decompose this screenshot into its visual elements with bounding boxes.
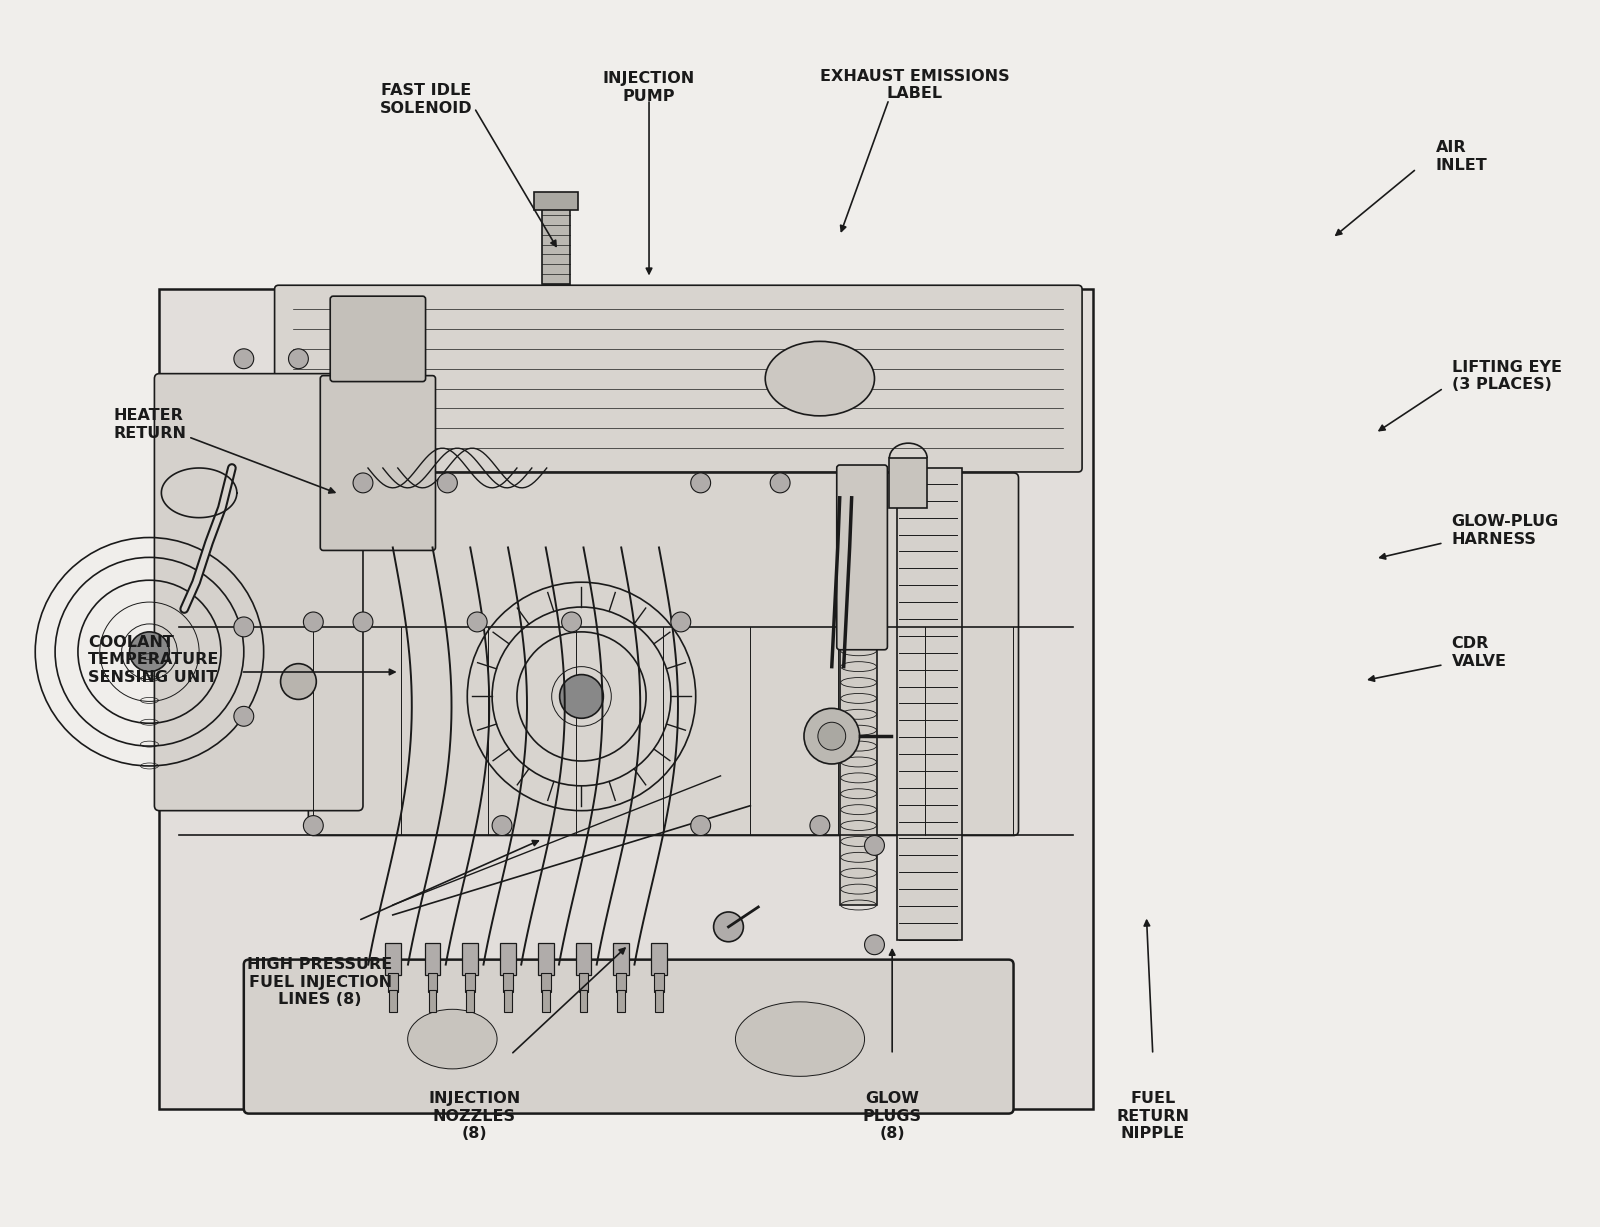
- Bar: [616, 973, 626, 993]
- Circle shape: [354, 612, 373, 632]
- Text: LIFTING EYE
(3 PLACES): LIFTING EYE (3 PLACES): [1451, 360, 1562, 393]
- Circle shape: [437, 472, 458, 493]
- Ellipse shape: [736, 1001, 864, 1076]
- Bar: [504, 990, 512, 1012]
- Ellipse shape: [408, 1010, 498, 1069]
- Bar: [651, 942, 667, 974]
- Text: CDR
VALVE: CDR VALVE: [1451, 637, 1507, 669]
- Bar: [613, 942, 629, 974]
- Circle shape: [818, 723, 846, 750]
- Circle shape: [670, 612, 691, 632]
- Bar: [389, 990, 397, 1012]
- Circle shape: [288, 348, 309, 368]
- Text: HIGH PRESSURE
FUEL INJECTION
LINES (8): HIGH PRESSURE FUEL INJECTION LINES (8): [248, 957, 392, 1007]
- Circle shape: [354, 472, 373, 493]
- Circle shape: [234, 348, 254, 368]
- Bar: [387, 973, 398, 993]
- Bar: [618, 990, 626, 1012]
- Text: FAST IDLE
SOLENOID: FAST IDLE SOLENOID: [381, 83, 474, 115]
- Circle shape: [304, 816, 323, 836]
- Circle shape: [803, 708, 859, 764]
- FancyBboxPatch shape: [320, 375, 435, 551]
- Text: COOLANT
TEMPERATURE
SENSING UNIT: COOLANT TEMPERATURE SENSING UNIT: [88, 634, 219, 685]
- Bar: [579, 973, 589, 993]
- Bar: [576, 942, 592, 974]
- FancyBboxPatch shape: [275, 285, 1082, 472]
- Circle shape: [691, 472, 710, 493]
- Circle shape: [810, 816, 830, 836]
- Bar: [579, 990, 587, 1012]
- Bar: [890, 458, 926, 508]
- Bar: [386, 942, 400, 974]
- Text: INJECTION
NOZZLES
(8): INJECTION NOZZLES (8): [429, 1091, 520, 1141]
- Text: EXHAUST EMISSIONS
LABEL: EXHAUST EMISSIONS LABEL: [819, 69, 1010, 101]
- Bar: [541, 973, 550, 993]
- Bar: [654, 990, 662, 1012]
- Circle shape: [304, 612, 323, 632]
- Bar: [424, 942, 440, 974]
- Circle shape: [864, 935, 885, 955]
- Text: INJECTION
PUMP: INJECTION PUMP: [603, 71, 694, 103]
- Ellipse shape: [765, 341, 875, 416]
- Bar: [427, 973, 437, 993]
- Circle shape: [864, 836, 885, 855]
- Text: GLOW
PLUGS
(8): GLOW PLUGS (8): [862, 1091, 922, 1141]
- Text: AIR
INLET: AIR INLET: [1435, 140, 1488, 173]
- Bar: [840, 498, 877, 906]
- Text: FUEL
RETURN
NIPPLE: FUEL RETURN NIPPLE: [1117, 1091, 1189, 1141]
- Circle shape: [234, 617, 254, 637]
- Circle shape: [691, 816, 710, 836]
- Bar: [898, 467, 962, 940]
- Circle shape: [560, 675, 603, 718]
- Bar: [502, 973, 514, 993]
- Circle shape: [130, 632, 170, 671]
- Circle shape: [234, 707, 254, 726]
- Circle shape: [562, 612, 581, 632]
- FancyBboxPatch shape: [837, 465, 888, 650]
- FancyBboxPatch shape: [330, 296, 426, 382]
- Circle shape: [280, 664, 317, 699]
- Polygon shape: [160, 290, 1093, 1109]
- FancyBboxPatch shape: [243, 960, 1013, 1114]
- Bar: [534, 191, 578, 210]
- Circle shape: [714, 912, 744, 942]
- Bar: [466, 990, 474, 1012]
- Bar: [538, 942, 554, 974]
- Bar: [429, 990, 437, 1012]
- Circle shape: [467, 612, 486, 632]
- Bar: [462, 942, 478, 974]
- Bar: [542, 205, 570, 285]
- Text: HEATER
RETURN: HEATER RETURN: [114, 409, 187, 440]
- FancyBboxPatch shape: [155, 374, 363, 811]
- Bar: [466, 973, 475, 993]
- Bar: [654, 973, 664, 993]
- Bar: [501, 942, 515, 974]
- Circle shape: [770, 472, 790, 493]
- Circle shape: [493, 816, 512, 836]
- Bar: [542, 990, 550, 1012]
- FancyBboxPatch shape: [309, 472, 1019, 836]
- Text: GLOW-PLUG
HARNESS: GLOW-PLUG HARNESS: [1451, 514, 1558, 547]
